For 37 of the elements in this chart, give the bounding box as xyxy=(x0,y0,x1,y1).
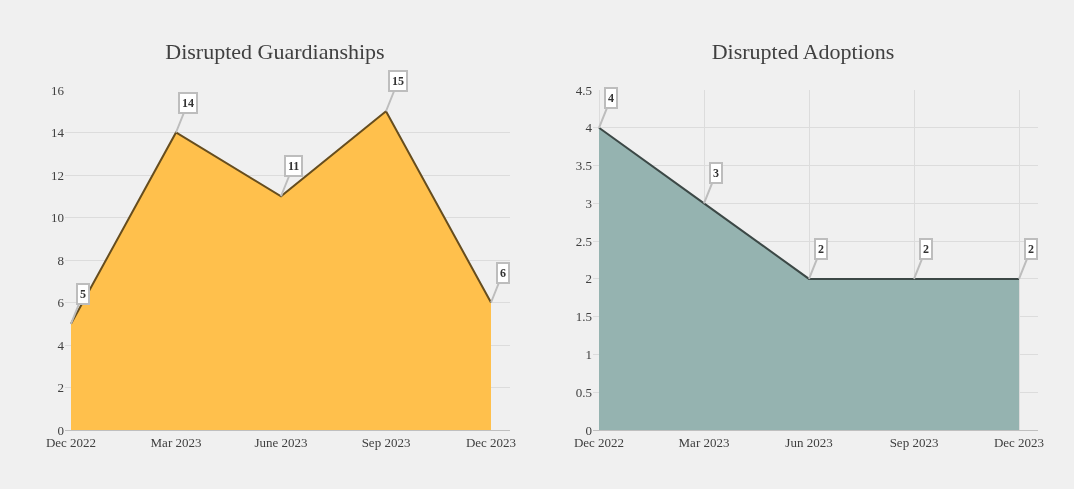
y-tick-label: 2 xyxy=(585,271,592,287)
data-label: 14 xyxy=(182,96,194,110)
y-tick-label: 4 xyxy=(585,120,593,136)
y-tick-label: 16 xyxy=(51,82,65,98)
y-tick-label: 3 xyxy=(585,195,592,211)
y-tick-label: 2 xyxy=(57,380,64,396)
y-tick-label: 4 xyxy=(57,337,65,353)
y-tick-label: 3.5 xyxy=(575,158,592,174)
data-label: 2 xyxy=(923,242,929,256)
x-tick-label: Sep 2023 xyxy=(361,434,411,450)
data-label: 15 xyxy=(392,74,404,88)
x-tick-label: Sep 2023 xyxy=(889,434,939,450)
y-tick-label: 2.5 xyxy=(575,233,592,249)
x-tick-label: Dec 2023 xyxy=(993,434,1045,450)
x-tick-label: Jun 2023 xyxy=(785,434,833,450)
x-tick-label: June 2023 xyxy=(254,434,308,450)
data-label: 2 xyxy=(1028,242,1034,256)
y-tick-label: 6 xyxy=(57,295,65,311)
y-tick-label: 0.5 xyxy=(575,384,592,400)
chart-title: Disrupted Adoptions xyxy=(711,38,895,64)
chart-title: Disrupted Guardianships xyxy=(165,38,385,64)
data-label: 5 xyxy=(80,287,86,301)
data-label: 2 xyxy=(818,242,824,256)
y-tick-label: 1 xyxy=(585,346,592,362)
y-tick-label: 4.5 xyxy=(575,82,592,98)
y-tick-label: 1.5 xyxy=(575,309,592,325)
y-tick-label: 10 xyxy=(51,210,64,226)
y-tick-label: 12 xyxy=(51,167,64,183)
data-label: 11 xyxy=(288,159,300,173)
x-tick-label: Mar 2023 xyxy=(678,434,730,450)
x-tick-label: Mar 2023 xyxy=(150,434,202,450)
data-label: 3 xyxy=(713,166,719,180)
y-tick-label: 8 xyxy=(57,252,64,268)
x-tick-label: Dec 2023 xyxy=(465,434,517,450)
y-tick-label: 14 xyxy=(51,125,65,141)
data-label: 4 xyxy=(608,91,614,105)
data-label: 6 xyxy=(500,266,506,280)
